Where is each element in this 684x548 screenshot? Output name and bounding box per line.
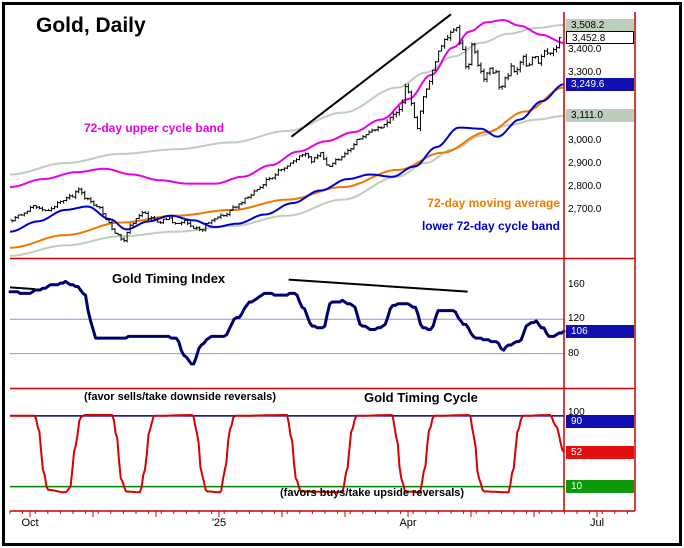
y-axis-badge: 106 bbox=[566, 324, 634, 338]
y-axis-label: 2,700.0 bbox=[568, 203, 602, 215]
upper-cycle-band-label: 72-day upper cycle band bbox=[84, 121, 225, 135]
y-axis-badge: 10 bbox=[566, 480, 634, 494]
y-axis-label: 100 bbox=[568, 407, 585, 419]
y-axis-badge: 3,249.6 bbox=[566, 77, 634, 91]
timing-index-title: Gold Timing Index bbox=[112, 271, 226, 286]
x-axis-label: Oct bbox=[21, 517, 39, 529]
lower-cycle-band-label: lower 72-day cycle band bbox=[421, 219, 560, 233]
moving-average-label: 72-day moving average bbox=[427, 196, 560, 210]
y-axis-badge: 3,508.2 bbox=[566, 18, 634, 32]
y-axis-badge: 3,452.8 bbox=[566, 31, 634, 45]
x-axis-label: '25 bbox=[211, 517, 227, 529]
y-axis-label: 160 bbox=[568, 278, 585, 290]
timing-cycle-title: Gold Timing Cycle bbox=[364, 390, 478, 405]
x-axis-label: Apr bbox=[399, 517, 417, 529]
y-axis-badge: 90 bbox=[566, 415, 634, 428]
y-axis-label: 3,300.0 bbox=[568, 66, 602, 78]
x-axis-label: Jul bbox=[589, 517, 605, 529]
sell-side-note: (favor sells/take downside reversals) bbox=[84, 391, 276, 403]
y-axis-label: 120 bbox=[568, 313, 585, 325]
y-axis-label: 3,000.0 bbox=[568, 135, 602, 147]
y-axis-label: 2,800.0 bbox=[568, 181, 602, 193]
y-axis-label: 2,900.0 bbox=[568, 158, 602, 170]
y-axis-label: 3,400.0 bbox=[568, 43, 602, 55]
chart-title: Gold, Daily bbox=[36, 14, 146, 37]
y-axis-badge: 3,111.0 bbox=[566, 109, 634, 123]
y-axis-label: 80 bbox=[568, 347, 580, 359]
buy-side-note: (favors buys/take upside reversals) bbox=[280, 487, 465, 499]
y-axis-badge: 52 bbox=[566, 445, 634, 459]
